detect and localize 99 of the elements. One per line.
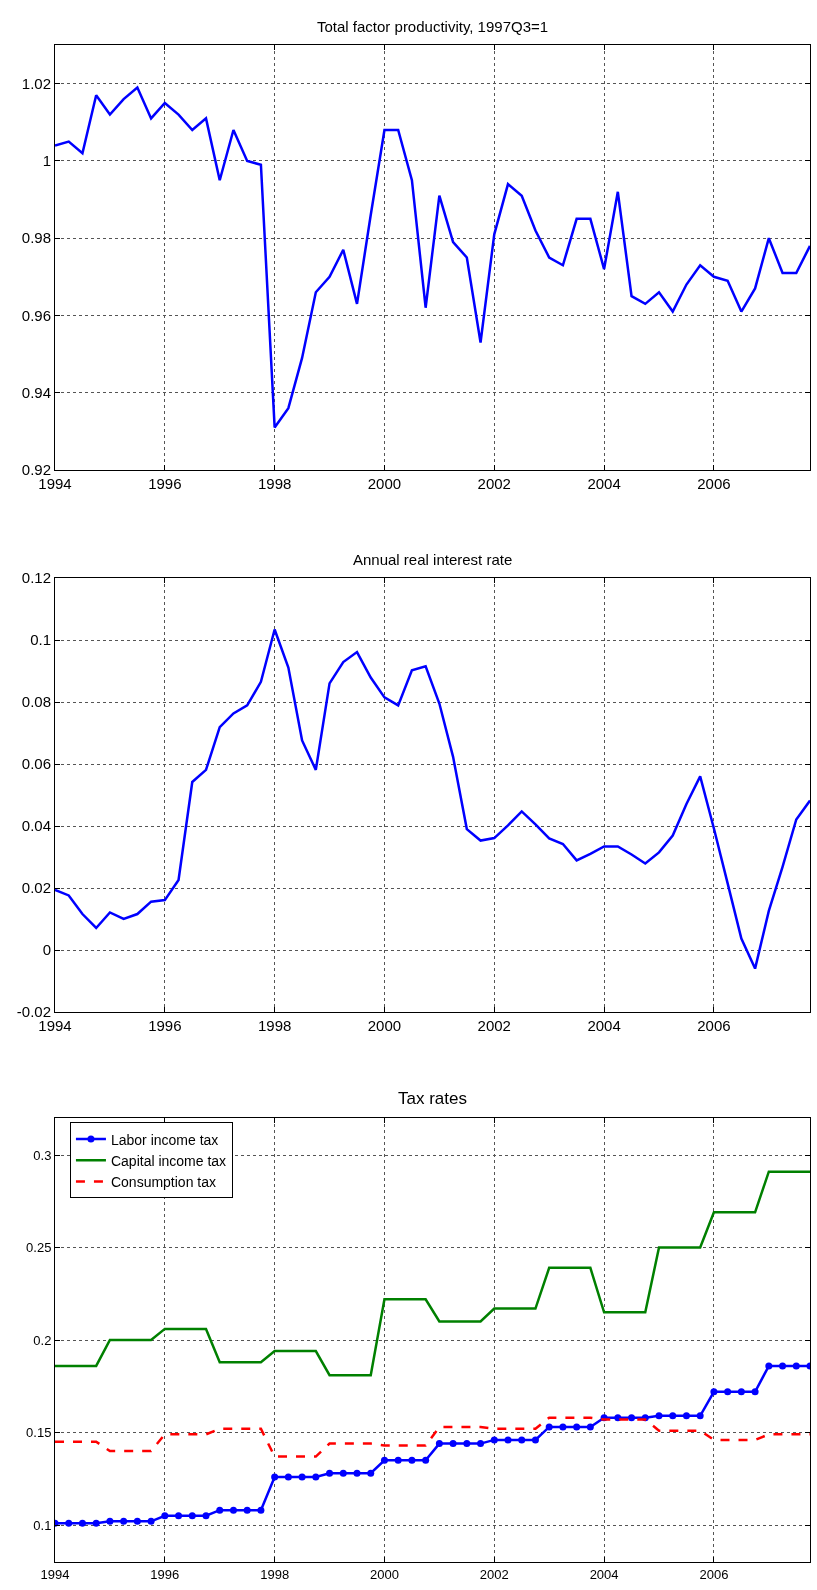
y-tick-label: 1 bbox=[42, 152, 51, 170]
y-tick-label: 0.2 bbox=[33, 1332, 52, 1348]
point bbox=[65, 1519, 73, 1527]
line-series bbox=[55, 628, 810, 970]
x-tick-label: 1998 bbox=[260, 1566, 290, 1582]
x-tick-label: 1996 bbox=[148, 1017, 182, 1034]
point bbox=[367, 1469, 375, 1477]
chart-title: Tax rates bbox=[398, 1089, 467, 1108]
point bbox=[339, 1469, 347, 1477]
point bbox=[765, 1362, 773, 1370]
legend-label: Labor income tax bbox=[110, 1131, 219, 1148]
point bbox=[78, 1519, 86, 1527]
legend-label: Consumption tax bbox=[110, 1173, 217, 1190]
x-tick-label: 1998 bbox=[257, 475, 292, 492]
point bbox=[628, 1414, 636, 1422]
point bbox=[655, 1412, 663, 1420]
point bbox=[477, 1440, 485, 1448]
x-tick-label: 2004 bbox=[587, 475, 621, 492]
x-tick-label: 2000 bbox=[367, 475, 402, 492]
y-tick-label: 0.1 bbox=[30, 631, 51, 649]
point bbox=[380, 1456, 388, 1464]
point bbox=[710, 1388, 718, 1396]
x-tick-label: 1996 bbox=[148, 475, 182, 492]
y-tick-label: 0.02 bbox=[21, 879, 51, 897]
point bbox=[408, 1456, 416, 1464]
chart-title: Total factor productivity, 1997Q3=1 bbox=[317, 18, 549, 35]
x-tick-label: 1998 bbox=[257, 1017, 292, 1034]
point bbox=[394, 1456, 402, 1464]
x-tick-label: 2002 bbox=[477, 475, 511, 492]
x-tick-label: 2006 bbox=[697, 475, 731, 492]
point bbox=[161, 1512, 169, 1520]
point bbox=[559, 1423, 567, 1431]
point bbox=[243, 1506, 251, 1514]
point bbox=[545, 1423, 553, 1431]
point bbox=[175, 1512, 183, 1520]
x-tick-label: 2006 bbox=[699, 1566, 729, 1582]
y-tick-label: 0.25 bbox=[26, 1240, 52, 1256]
x-tick-label: 2000 bbox=[369, 1566, 399, 1582]
point bbox=[669, 1412, 677, 1420]
x-tick-label: 2002 bbox=[479, 1566, 509, 1582]
y-tick-label: 0.94 bbox=[21, 383, 51, 401]
y-tick-label: 0 bbox=[42, 941, 51, 959]
point bbox=[92, 1519, 100, 1527]
legend-label: Capital income tax bbox=[110, 1152, 227, 1169]
y-tick-label: 0.1 bbox=[33, 1517, 52, 1533]
point bbox=[586, 1423, 594, 1431]
point bbox=[147, 1517, 155, 1525]
point bbox=[724, 1388, 732, 1396]
y-tick-label: 0.12 bbox=[21, 569, 51, 587]
y-tick-label: 0.08 bbox=[21, 693, 51, 711]
point bbox=[463, 1440, 471, 1448]
point bbox=[779, 1362, 787, 1370]
y-tick-label: 0.96 bbox=[21, 306, 51, 324]
point bbox=[298, 1473, 306, 1481]
point bbox=[531, 1436, 539, 1444]
point bbox=[353, 1469, 361, 1477]
point bbox=[106, 1517, 114, 1525]
point bbox=[737, 1388, 745, 1396]
y-tick-label: 0.98 bbox=[21, 229, 51, 247]
point bbox=[573, 1423, 581, 1431]
point bbox=[682, 1412, 690, 1420]
point bbox=[435, 1440, 443, 1448]
line-series bbox=[55, 1416, 810, 1458]
point bbox=[696, 1412, 704, 1420]
x-tick-label: 2004 bbox=[587, 1017, 621, 1034]
line-series bbox=[55, 86, 810, 429]
point bbox=[271, 1473, 279, 1481]
point bbox=[120, 1517, 128, 1525]
point bbox=[518, 1436, 526, 1444]
point bbox=[229, 1506, 237, 1514]
chart-title: Annual real interest rate bbox=[353, 551, 513, 568]
y-tick-label: 1.02 bbox=[21, 74, 51, 92]
line-series bbox=[55, 1170, 810, 1377]
y-tick-label: 0.15 bbox=[26, 1425, 52, 1441]
x-tick-label: 1996 bbox=[150, 1566, 180, 1582]
point bbox=[202, 1512, 210, 1520]
x-tick-label: 2006 bbox=[697, 1017, 731, 1034]
x-tick-label: 1994 bbox=[40, 1566, 70, 1582]
point bbox=[490, 1436, 498, 1444]
point bbox=[216, 1506, 224, 1514]
point bbox=[422, 1456, 430, 1464]
point bbox=[792, 1362, 800, 1370]
point bbox=[614, 1414, 622, 1422]
x-tick-label: 2004 bbox=[589, 1566, 619, 1582]
point bbox=[751, 1388, 759, 1396]
point bbox=[133, 1517, 141, 1525]
point bbox=[257, 1506, 265, 1514]
point bbox=[504, 1436, 512, 1444]
x-tick-label: 2000 bbox=[367, 1017, 402, 1034]
x-tick-label: 2002 bbox=[477, 1017, 511, 1034]
line-series bbox=[55, 1362, 810, 1527]
point bbox=[326, 1469, 334, 1477]
point bbox=[312, 1473, 320, 1481]
point bbox=[188, 1512, 196, 1520]
y-tick-label: 0.04 bbox=[21, 817, 51, 835]
point bbox=[284, 1473, 292, 1481]
point bbox=[449, 1440, 457, 1448]
y-tick-label: 0.06 bbox=[21, 755, 51, 773]
y-tick-label: 0.3 bbox=[33, 1147, 52, 1163]
